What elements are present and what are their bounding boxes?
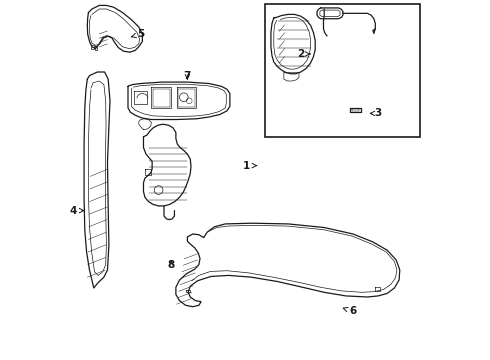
Text: 5: 5 [131, 29, 144, 39]
Text: 7: 7 [184, 71, 191, 81]
Text: 4: 4 [69, 206, 84, 216]
Text: 3: 3 [370, 108, 382, 118]
Bar [265, 4, 419, 137]
Text: 6: 6 [343, 306, 357, 316]
Text: 1: 1 [243, 161, 257, 171]
Text: 2: 2 [297, 49, 310, 59]
Text: 8: 8 [168, 260, 175, 270]
